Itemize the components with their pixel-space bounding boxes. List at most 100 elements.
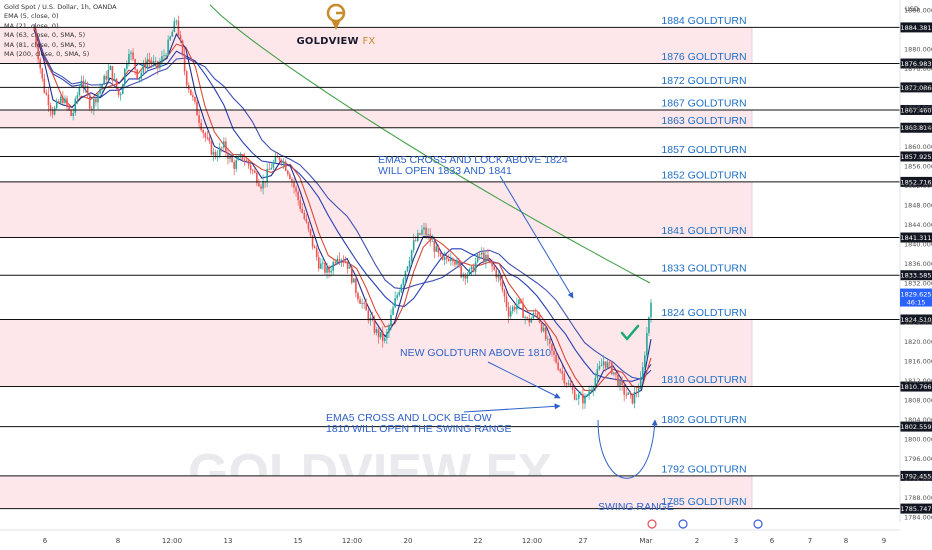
candle-body (49, 105, 52, 110)
candle-body (530, 318, 533, 323)
candle-body (70, 109, 72, 116)
candle-body (291, 178, 293, 182)
candle-body (594, 378, 597, 388)
candle-body (303, 212, 306, 219)
candle-body (330, 270, 332, 273)
y-tick-label-22: 1796.000 (904, 455, 932, 463)
candle-body (547, 338, 549, 340)
level-price-text-10: 1810.766 (900, 383, 931, 391)
logo-mark-icon (326, 3, 346, 30)
candle-body (107, 69, 110, 80)
candle-body (159, 62, 161, 69)
candle-body (412, 240, 415, 251)
candle-body (111, 66, 114, 81)
y-tick-label-8: 1852.000 (904, 182, 932, 190)
x-tick-label-8: 12:00 (522, 537, 542, 545)
candle-body (431, 241, 434, 242)
arrow-to-1833 (499, 175, 574, 299)
candle-body (580, 394, 582, 395)
candle-body (386, 332, 388, 339)
candle-body (509, 311, 512, 317)
level-price-tag-0 (900, 22, 932, 33)
candle-body (256, 172, 258, 184)
candle-body (604, 361, 607, 368)
candle-body (181, 40, 184, 55)
candle-body (202, 130, 205, 134)
candle-body (472, 266, 475, 272)
y-tick-label-11: 1840.000 (904, 240, 932, 248)
candle-body (311, 235, 314, 247)
candle-body (210, 141, 213, 155)
level-price-text-1: 1876.983 (900, 60, 931, 68)
candle-body (82, 80, 85, 87)
level-label-7: 1841 GOLDTURN (661, 225, 746, 237)
candle-body (55, 101, 58, 108)
y-tick-label-16: 1820.000 (904, 338, 932, 346)
zone-band-4 (0, 475, 752, 509)
candle-body (392, 307, 394, 316)
candle-body (565, 383, 568, 385)
candle-body (88, 94, 91, 109)
candle-body (491, 261, 493, 267)
candle-body (503, 289, 506, 297)
candle-body (134, 59, 136, 70)
x-tick-label-16: 9 (882, 537, 886, 545)
y-tick-label-23: 1792.000 (904, 475, 932, 483)
candle-body (414, 240, 417, 242)
level-price-text-0: 1884.381 (900, 24, 931, 32)
y-tick-label-21: 1800.000 (904, 436, 932, 444)
candle-body (606, 362, 609, 368)
candle-body (590, 390, 592, 392)
level-price-tag-13 (900, 503, 932, 514)
y-tick-label-0: 1888.000 (904, 6, 932, 14)
candle-body (68, 105, 70, 110)
candle-body (344, 262, 347, 264)
level-price-text-11: 1802.559 (900, 423, 931, 431)
x-tick-label-0: 6 (43, 537, 48, 545)
candle-body (66, 98, 68, 106)
arrow-swing-range (597, 419, 658, 479)
candle-body (95, 98, 97, 103)
candle-body (165, 55, 167, 57)
candle-body (41, 68, 44, 79)
candle-body (419, 233, 421, 235)
candle-body (173, 20, 176, 32)
candle-body (417, 233, 419, 241)
level-label-9: 1824 GOLDTURN (661, 307, 746, 319)
level-label-0: 1884 GOLDTURN (661, 15, 746, 27)
ma63-line (33, 26, 652, 382)
candle-body (307, 222, 310, 230)
candle-body (167, 39, 169, 56)
candle-body (483, 252, 485, 262)
candle-body (540, 322, 543, 332)
y-tick-label-19: 1808.000 (904, 397, 932, 405)
event-marker-icon-2 (753, 519, 763, 529)
level-price-tag-1 (900, 58, 932, 69)
candle-body (410, 250, 413, 262)
candle-body (204, 133, 207, 138)
candle-body (557, 362, 559, 370)
candle-body (150, 60, 153, 64)
level-label-10: 1810 GOLDTURN (661, 374, 746, 386)
candle-body (117, 88, 120, 96)
y-tick-label-24: 1788.000 (904, 494, 932, 502)
y-tick-label-10: 1844.000 (904, 221, 932, 229)
candle-body (320, 263, 322, 269)
zone-band-0 (0, 27, 752, 64)
candle-body (266, 169, 268, 183)
candle-body (567, 383, 570, 385)
candle-body (317, 257, 320, 269)
level-label-11: 1802 GOLDTURN (661, 414, 746, 426)
level-label-12: 1792 GOLDTURN (661, 463, 746, 475)
candle-body (396, 295, 398, 299)
candle-body (253, 170, 256, 173)
candle-body (169, 36, 171, 40)
level-price-tag-5 (900, 151, 932, 162)
candle-body (375, 329, 378, 333)
candle-body (480, 252, 483, 255)
candle-body (239, 154, 242, 157)
candle-body (80, 80, 83, 88)
candle-body (194, 97, 196, 102)
candle-body (582, 394, 584, 404)
